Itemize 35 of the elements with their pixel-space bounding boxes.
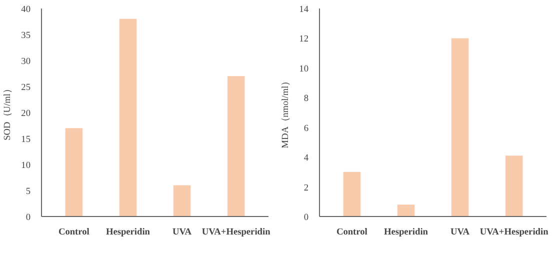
y-tick-label: 6 xyxy=(304,124,309,134)
x-tick-label: UVA xyxy=(172,228,192,238)
bar xyxy=(119,18,137,216)
y-axis-title: MDA（nmol/ml） xyxy=(281,76,292,148)
y-tick-label: 35 xyxy=(21,31,31,41)
y-tick-label: 25 xyxy=(21,83,31,93)
y-tick-label: 40 xyxy=(21,5,31,15)
y-tick-label: 4 xyxy=(304,154,309,164)
bar xyxy=(227,76,245,216)
bar xyxy=(343,172,361,216)
y-tick-label: 5 xyxy=(26,187,31,197)
y-tick-label: 0 xyxy=(304,213,309,223)
x-tick-label: Control xyxy=(58,228,90,238)
bar xyxy=(65,128,83,216)
y-tick-label: 12 xyxy=(299,34,309,45)
x-tick-label: Hesperidin xyxy=(384,228,429,238)
x-tick-label: UVA+Hesperidin xyxy=(202,228,272,238)
bar xyxy=(173,185,191,216)
x-tick-label: Control xyxy=(336,228,368,238)
bar xyxy=(505,156,523,216)
y-tick-label: 2 xyxy=(304,183,309,194)
y-tick-label: 14 xyxy=(299,5,309,15)
y-tick-label: 10 xyxy=(21,161,31,171)
y-tick-label: 8 xyxy=(304,94,309,104)
y-tick-label: 20 xyxy=(21,109,31,119)
y-tick-label: 15 xyxy=(21,135,31,145)
x-tick-label: Hesperidin xyxy=(106,228,151,238)
y-tick-label: 30 xyxy=(21,57,31,67)
x-tick-label: UVA+Hesperidin xyxy=(480,228,550,238)
bar xyxy=(451,38,469,216)
y-tick-label: 0 xyxy=(26,213,31,223)
bar xyxy=(397,204,415,216)
y-tick-label: 10 xyxy=(299,64,309,74)
x-tick-label: UVA xyxy=(450,228,470,238)
y-axis-title: SOD（U/ml） xyxy=(3,84,14,140)
